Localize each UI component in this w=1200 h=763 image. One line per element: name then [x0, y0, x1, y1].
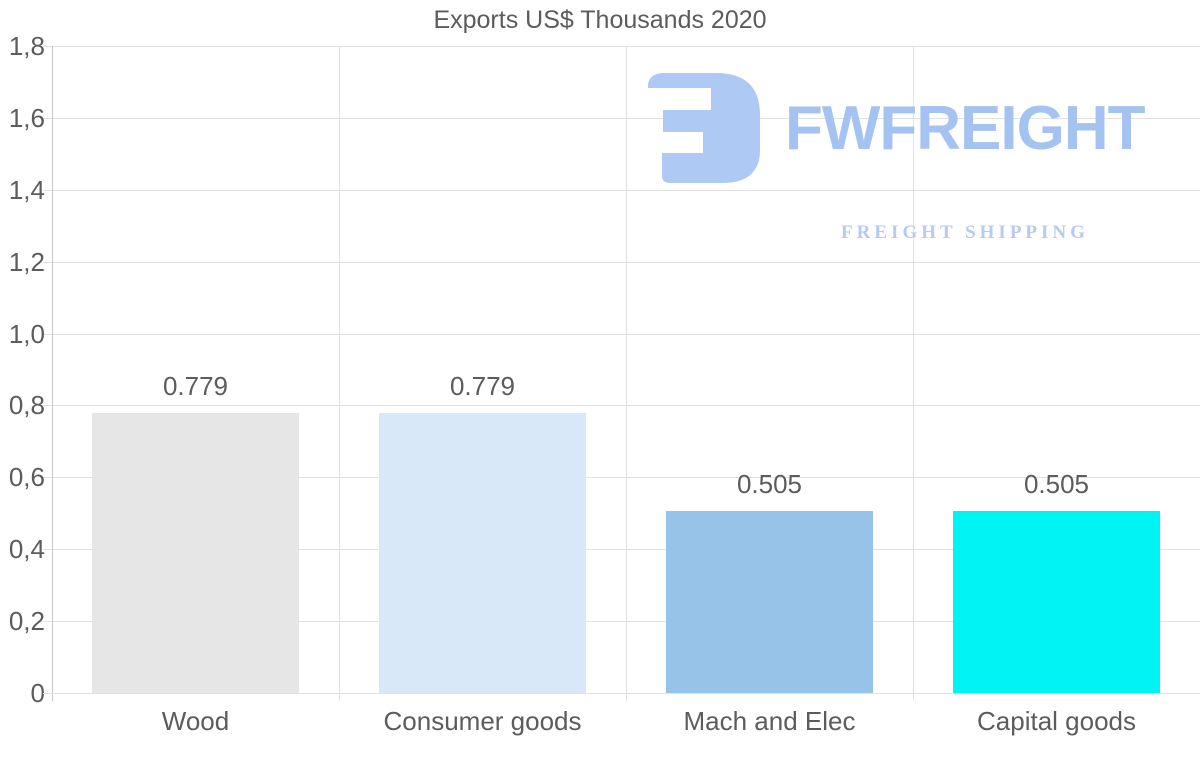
y-tick-label: 0	[30, 678, 45, 708]
chart-title: Exports US$ Thousands 2020	[433, 6, 767, 34]
bar-value-label: 0.779	[162, 371, 229, 401]
brand-tagline: FREIGHT SHIPPING	[841, 222, 1089, 243]
h-gridline	[43, 190, 1200, 191]
h-gridline	[43, 118, 1200, 119]
x-axis-label: Mach and Elec	[683, 706, 856, 736]
x-axis-line	[43, 693, 1200, 694]
y-tick-label: 1,0	[8, 319, 45, 349]
brand-text-block: FWFREIGHT FREIGHT SHIPPING	[785, 70, 1155, 244]
bar-capital-goods	[953, 511, 1160, 693]
x-axis-label: Wood	[161, 706, 230, 736]
y-tick-label: 0,6	[8, 462, 45, 492]
h-gridline	[43, 405, 1200, 406]
brand-name: FWFREIGHT	[785, 94, 1145, 163]
brand-watermark: FWFREIGHT FREIGHT SHIPPING	[648, 70, 1155, 244]
x-axis-label: Consumer goods	[383, 706, 582, 736]
h-gridline	[43, 621, 1200, 622]
x-axis-label: Capital goods	[977, 706, 1136, 736]
h-gridline	[43, 262, 1200, 263]
y-tick-label: 0,4	[8, 534, 45, 564]
bar-value-label: 0.505	[1023, 469, 1090, 499]
plot-area: 0.779 0.779 0.505 0.505	[43, 46, 1200, 701]
h-gridline	[43, 477, 1200, 478]
bar-wood	[92, 413, 299, 693]
y-tick-label: 1,6	[8, 103, 45, 133]
y-axis-line	[52, 46, 53, 701]
y-tick-label: 1,8	[8, 31, 45, 61]
bar-mach-and-elec	[666, 511, 873, 693]
h-gridline	[43, 46, 1200, 47]
bar-value-label: 0.779	[449, 371, 516, 401]
v-gridline	[339, 46, 340, 701]
freight-logo-icon	[648, 73, 760, 183]
v-gridline	[913, 46, 914, 701]
v-gridline	[626, 46, 627, 701]
y-tick-label: 1,4	[8, 175, 45, 205]
bar-value-label: 0.505	[736, 469, 803, 499]
h-gridline	[43, 334, 1200, 335]
h-gridline	[43, 549, 1200, 550]
bar-consumer-goods	[379, 413, 586, 693]
y-tick-label: 1,2	[8, 247, 45, 277]
y-tick-label: 0,2	[8, 606, 45, 636]
y-tick-label: 0,8	[8, 390, 45, 420]
